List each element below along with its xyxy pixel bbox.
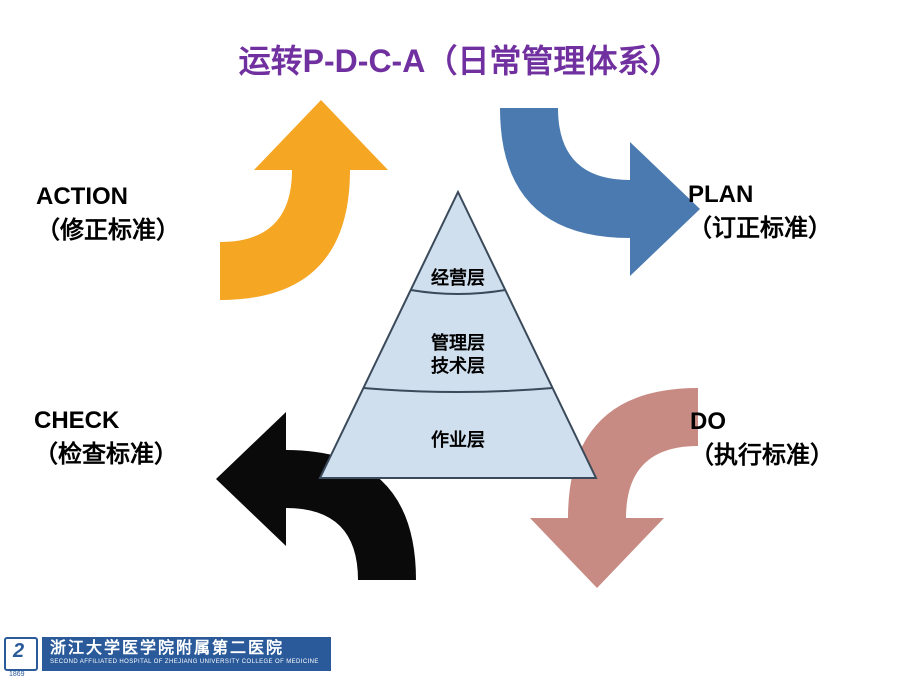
label-check: CHECK （检查标准）: [34, 404, 178, 471]
slide-title: 运转P-D-C-A（日常管理体系）: [0, 36, 920, 82]
hospital-name-zh: 浙江大学医学院附属第二医院: [50, 641, 319, 657]
pdca-diagram: ACTION （修正标准） PLAN （订正标准） CHECK （检查标准） D…: [0, 90, 920, 610]
hospital-name-bar: 浙江大学医学院附属第二医院 SECOND AFFILIATED HOSPITAL…: [42, 637, 331, 671]
label-text: 技术层: [431, 356, 485, 376]
label-text: （执行标准）: [690, 442, 834, 469]
pyramid-layer-2: 管理层 技术层: [318, 332, 598, 377]
label-text: CHECK: [34, 407, 119, 434]
label-plan: PLAN （订正标准）: [688, 178, 832, 245]
hospital-logo-icon: 1869: [4, 637, 38, 671]
label-do: DO （执行标准）: [690, 405, 834, 472]
label-text: （修正标准）: [36, 217, 180, 244]
footer-logo: 1869 浙江大学医学院附属第二医院 SECOND AFFILIATED HOS…: [0, 632, 331, 676]
org-pyramid: 经营层 管理层 技术层 作业层: [318, 190, 598, 480]
label-text: PLAN: [688, 181, 753, 208]
label-text: DO: [690, 408, 726, 435]
pyramid-layer-1: 经营层: [318, 264, 598, 290]
label-text: ACTION: [36, 183, 128, 210]
founding-year: 1869: [9, 671, 25, 678]
label-text: 管理层: [431, 333, 485, 353]
label-text: （订正标准）: [688, 215, 832, 242]
pyramid-layer-3: 作业层: [318, 426, 598, 452]
label-action: ACTION （修正标准）: [36, 180, 180, 247]
label-text: （检查标准）: [34, 441, 178, 468]
hospital-name-en: SECOND AFFILIATED HOSPITAL OF ZHEJIANG U…: [50, 659, 319, 666]
